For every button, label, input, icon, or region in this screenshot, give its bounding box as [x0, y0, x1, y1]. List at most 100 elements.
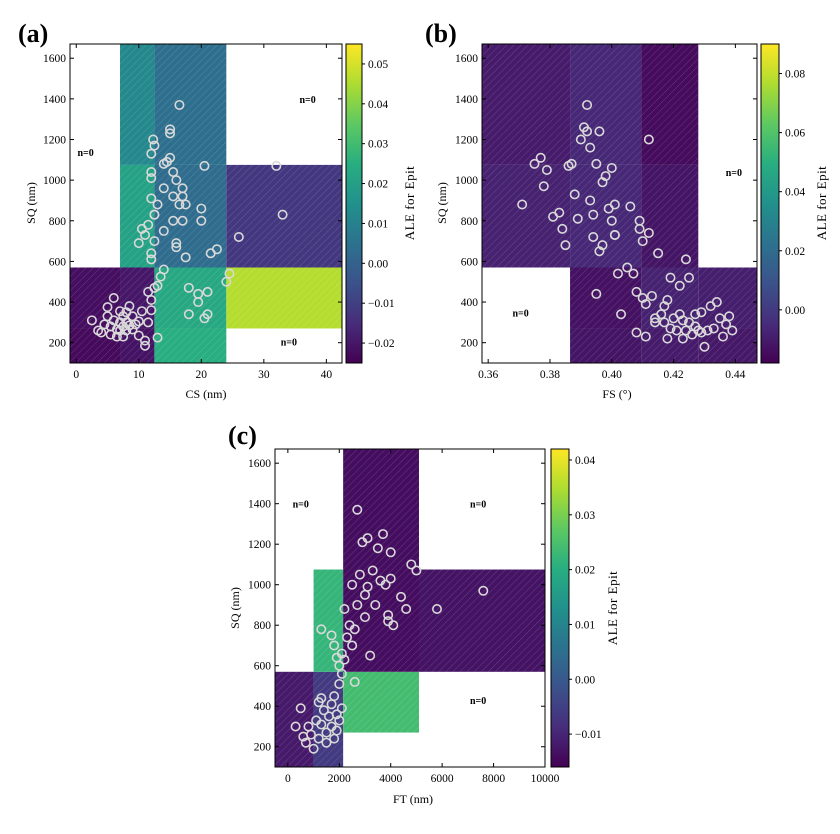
y-tick-label: 1000: [248, 580, 271, 592]
scatter-point: [585, 195, 596, 206]
y-tick-label: 1400: [248, 499, 271, 511]
scatter-point: [99, 319, 110, 330]
scatter-point: [165, 124, 176, 135]
scatter-point: [318, 705, 329, 716]
colorbar-tick-label: 0.02: [575, 565, 595, 577]
y-tick-label: 1200: [248, 539, 271, 551]
x-tick-label: 6000: [431, 773, 454, 785]
scatter-point: [557, 223, 568, 234]
scatter-point: [165, 128, 176, 139]
scatter-point: [180, 199, 191, 210]
y-tick-label: 200: [461, 338, 479, 350]
scatter-point: [640, 331, 651, 342]
scatter-point: [152, 332, 163, 343]
scatter-point: [696, 327, 707, 338]
x-tick-label: 2000: [328, 773, 351, 785]
scatter-point: [538, 181, 549, 192]
scatter-point: [171, 175, 182, 186]
scatter-point: [478, 585, 489, 596]
y-tick-label: 1000: [455, 175, 478, 187]
scatter-point: [140, 340, 151, 351]
y-tick-label: 200: [254, 742, 272, 754]
scatter-point: [625, 201, 636, 212]
panel-b-colorbar-ticks: 0.08 0.06 0.04 0.02 0.00: [779, 69, 805, 317]
scatter-point: [662, 295, 673, 306]
scatter-point: [102, 302, 113, 313]
scatter-point: [105, 329, 116, 340]
scatter-point: [174, 99, 185, 110]
scatter-point: [383, 610, 394, 621]
x-tick-label: 10: [133, 369, 145, 381]
scatter-point: [196, 203, 207, 214]
panel-a-y-axis-title: SQ (nm): [24, 182, 38, 224]
scatter-point: [609, 229, 620, 240]
scatter-point: [662, 333, 673, 344]
panel-c-y-ticks: 200 400 600 800 1000 1200 1400 1600: [248, 458, 545, 754]
scatter-point: [591, 158, 602, 169]
scatter-point: [588, 209, 599, 220]
empty-bin-label: n=0: [726, 168, 742, 179]
scatter-point: [541, 164, 552, 175]
scatter-point: [365, 650, 376, 661]
panel-c-plot-frame: [274, 448, 546, 768]
y-tick-label: 400: [254, 701, 272, 713]
scatter-point: [385, 573, 396, 584]
colorbar-tick-label: −0.01: [368, 298, 395, 310]
panel-c: (c) n=0 n=0 n=0 0 2000 4000 6000 8000 10000 200…: [228, 421, 620, 806]
empty-bin-label: n=0: [512, 308, 528, 319]
scatter-point: [637, 236, 648, 247]
scatter-point: [146, 295, 157, 306]
heatmap-cell-hatch: [275, 671, 314, 767]
scatter-point: [711, 297, 722, 308]
scatter-point: [149, 209, 160, 220]
scatter-point: [295, 703, 306, 714]
scatter-point: [646, 290, 657, 301]
scatter-point: [609, 199, 620, 210]
scatter-point: [370, 599, 381, 610]
scatter-point: [115, 306, 126, 317]
scatter-point: [385, 547, 396, 558]
panel-a-letter: (a): [18, 19, 48, 48]
scatter-point: [724, 311, 735, 322]
scatter-point: [650, 317, 661, 328]
panel-a-x-ticks: 0 10 20 30 40: [73, 44, 332, 381]
scatter-point: [612, 268, 623, 279]
x-tick-label: 8000: [482, 773, 505, 785]
scatter-point: [718, 331, 729, 342]
scatter-point: [674, 280, 685, 291]
y-tick-label: 400: [461, 297, 479, 309]
colorbar-tick-label: 0.03: [368, 139, 388, 151]
heatmap-cell-hatch: [641, 44, 699, 165]
empty-bin-label: n=0: [281, 338, 297, 349]
panel-c-colorbar-ticks: 0.04 0.03 0.02 0.01 0.00 −0.01: [569, 455, 602, 741]
scatter-point: [146, 248, 157, 259]
scatter-point: [140, 229, 151, 240]
scatter-point: [146, 305, 157, 316]
y-tick-label: 800: [49, 216, 67, 228]
scatter-point: [631, 327, 642, 338]
panel-a-plot-frame: [69, 43, 343, 364]
scatter-point: [339, 654, 350, 665]
scatter-point: [362, 581, 373, 592]
scatter-point: [202, 309, 213, 320]
scatter-point: [199, 160, 210, 171]
panel-a: (a) n=0 n=0 n=0 0 10 20 30 40 200 400 600 800 1000…: [18, 19, 417, 401]
scatter-point: [671, 325, 682, 336]
scatter-point: [606, 162, 617, 173]
scatter-point: [196, 215, 207, 226]
scatter-point: [152, 280, 163, 291]
scatter-point: [339, 604, 350, 615]
y-tick-label: 600: [461, 256, 479, 268]
x-tick-label: 30: [258, 369, 270, 381]
scatter-point: [594, 126, 605, 137]
scatter-point: [149, 140, 160, 151]
y-tick-label: 1200: [455, 134, 478, 146]
x-tick-label: 0: [73, 369, 79, 381]
scatter-point: [146, 148, 157, 159]
scatter-point: [174, 199, 185, 210]
x-tick-label: 40: [321, 369, 333, 381]
panel-c-y-axis-title: SQ (nm): [228, 587, 242, 629]
scatter-point: [347, 579, 358, 590]
scatter-point: [183, 309, 194, 320]
